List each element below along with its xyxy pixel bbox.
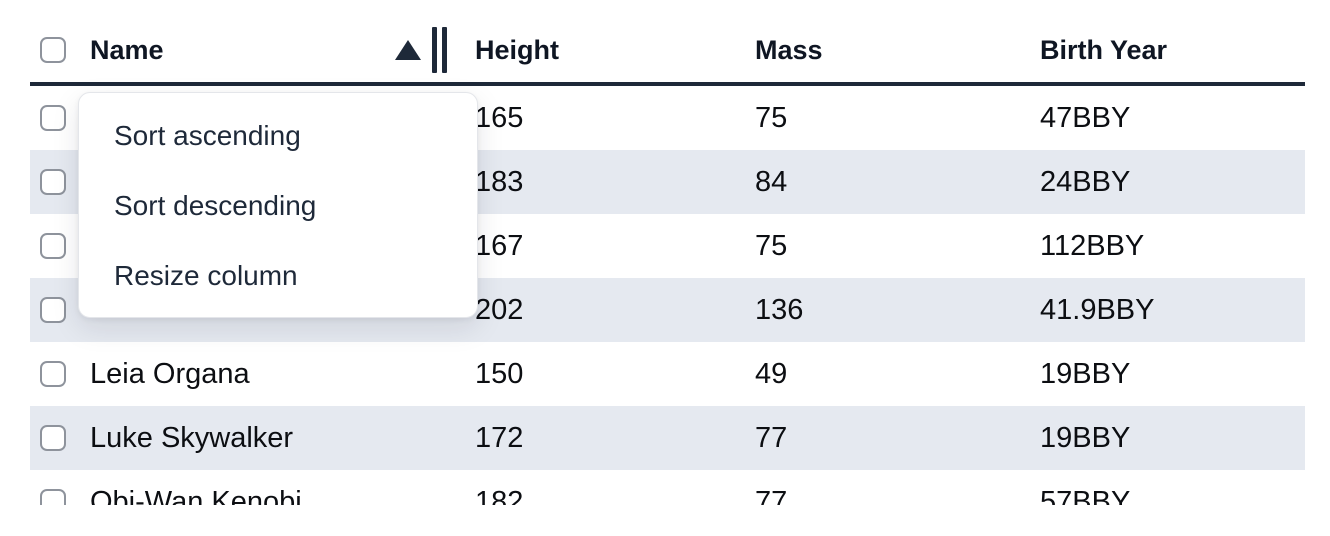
column-header-height-label: Height (475, 34, 559, 65)
cell-birth-year: 19BBY (1040, 358, 1305, 391)
cell-height-value: 183 (475, 165, 524, 198)
cell-mass-value: 49 (755, 357, 788, 390)
menu-item-resize-column[interactable]: Resize column (114, 260, 298, 291)
column-header-mass[interactable]: Mass (755, 35, 1040, 66)
row-checkbox[interactable] (40, 489, 66, 505)
cell-height-value: 165 (475, 101, 524, 134)
row-checkbox-cell (30, 489, 90, 505)
cell-height-value: 172 (475, 421, 524, 454)
cell-birth-year-value: 19BBY (1040, 357, 1131, 390)
select-all-checkbox[interactable] (40, 37, 66, 63)
column-header-name[interactable]: Name (90, 27, 475, 73)
cell-height-value: 202 (475, 293, 524, 326)
cell-birth-year: 57BBY (1040, 486, 1305, 506)
column-header-birth-year[interactable]: Birth Year (1040, 35, 1305, 66)
row-checkbox[interactable] (40, 169, 66, 195)
cell-birth-year-value: 47BBY (1040, 101, 1131, 134)
cell-mass: 136 (755, 294, 1040, 327)
sort-ascending-icon (395, 40, 421, 60)
cell-mass-value: 136 (755, 293, 804, 326)
cell-mass: 84 (755, 166, 1040, 199)
row-checkbox-cell (30, 425, 90, 451)
cell-height: 183 (475, 166, 755, 199)
cell-height: 150 (475, 358, 755, 391)
cell-name: Leia Organa (90, 358, 475, 391)
cell-mass: 75 (755, 230, 1040, 263)
cell-birth-year-value: 19BBY (1040, 421, 1131, 454)
row-checkbox[interactable] (40, 361, 66, 387)
column-header-birth-year-label: Birth Year (1040, 34, 1168, 65)
cell-name-value: Luke Skywalker (90, 421, 294, 454)
row-checkbox[interactable] (40, 105, 66, 131)
cell-height: 202 (475, 294, 755, 327)
cell-birth-year-value: 112BBY (1040, 229, 1145, 262)
cell-mass-value: 77 (755, 421, 788, 454)
table-row: Obi-Wan Kenobi 182 77 57BBY (30, 470, 1305, 505)
cell-height-value: 167 (475, 229, 524, 262)
cell-height: 167 (475, 230, 755, 263)
cell-name: Obi-Wan Kenobi (90, 486, 475, 506)
cell-height-value: 150 (475, 357, 524, 390)
cell-height: 172 (475, 422, 755, 455)
column-resize-handle[interactable] (432, 27, 447, 73)
cell-birth-year: 112BBY (1040, 230, 1305, 263)
cell-height: 182 (475, 486, 755, 506)
cell-height-value: 182 (475, 485, 524, 506)
cell-birth-year-value: 24BBY (1040, 165, 1131, 198)
menu-item-sort-descending[interactable]: Sort descending (114, 190, 317, 221)
cell-height: 165 (475, 102, 755, 135)
row-checkbox-cell (30, 297, 90, 323)
column-context-menu: Sort ascending Sort descending Resize co… (78, 92, 478, 318)
column-header-name-label: Name (90, 34, 164, 65)
cell-mass-value: 84 (755, 165, 788, 198)
table-row: Luke Skywalker 172 77 19BBY (30, 406, 1305, 470)
cell-name: Luke Skywalker (90, 422, 475, 455)
row-checkbox-cell (30, 105, 90, 131)
cell-birth-year: 24BBY (1040, 166, 1305, 199)
column-header-mass-label: Mass (755, 34, 823, 65)
cell-name-value: Leia Organa (90, 357, 250, 390)
row-checkbox-cell (30, 361, 90, 387)
cell-birth-year: 41.9BBY (1040, 294, 1305, 327)
cell-mass: 77 (755, 486, 1040, 506)
cell-mass: 49 (755, 358, 1040, 391)
table-row: Leia Organa 150 49 19BBY (30, 342, 1305, 406)
row-checkbox[interactable] (40, 425, 66, 451)
cell-mass-value: 75 (755, 101, 788, 134)
cell-birth-year-value: 41.9BBY (1040, 293, 1155, 326)
cell-name-value: Obi-Wan Kenobi (90, 485, 302, 506)
cell-mass: 77 (755, 422, 1040, 455)
row-checkbox-cell (30, 169, 90, 195)
cell-birth-year: 47BBY (1040, 102, 1305, 135)
header-checkbox-cell (30, 37, 90, 63)
cell-mass-value: 77 (755, 485, 788, 506)
row-checkbox[interactable] (40, 297, 66, 323)
menu-item-sort-ascending[interactable]: Sort ascending (114, 120, 301, 151)
cell-mass: 75 (755, 102, 1040, 135)
cell-birth-year-value: 57BBY (1040, 485, 1131, 506)
row-checkbox-cell (30, 233, 90, 259)
column-header-height[interactable]: Height (475, 35, 755, 66)
cell-birth-year: 19BBY (1040, 422, 1305, 455)
row-checkbox[interactable] (40, 233, 66, 259)
table-header-row: Name Height Mass Birth Year (30, 0, 1305, 86)
cell-mass-value: 75 (755, 229, 788, 262)
